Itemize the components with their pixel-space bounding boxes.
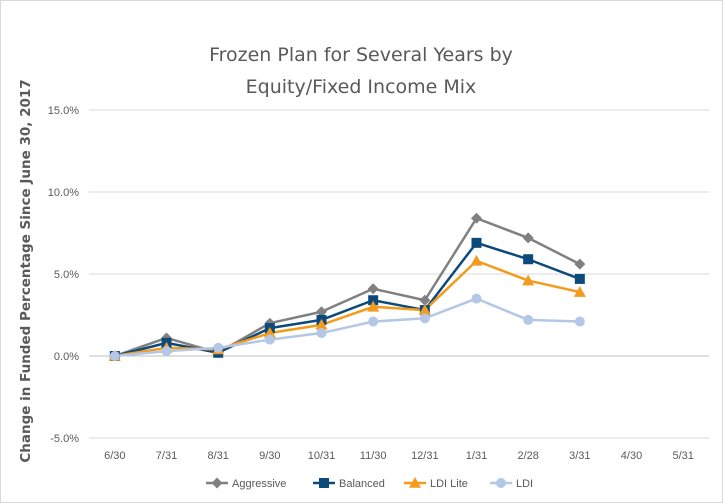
data-point-aggressive	[419, 294, 431, 306]
series-line-ldi-lite	[114, 259, 581, 358]
legend-label-ldi: LDI	[516, 478, 533, 490]
x-tick-label: 2/28	[517, 450, 538, 462]
data-point-ldi	[523, 314, 534, 325]
legend-label-aggressive: Aggressive	[232, 478, 286, 490]
legend-marker-aggressive	[211, 477, 223, 489]
data-point-ldi	[419, 313, 430, 324]
legend-label-ldi-lite: LDI Lite	[430, 478, 468, 490]
x-tick-label: 4/30	[621, 450, 642, 462]
data-point-ldi-lite	[522, 274, 535, 286]
y-tick-label: 10.0%	[48, 187, 79, 199]
data-point-aggressive	[522, 232, 534, 244]
y-tick-label: 5.0%	[54, 269, 79, 281]
data-point-balanced	[523, 254, 534, 265]
chart-title: Frozen Plan for Several Years by Equity/…	[91, 39, 631, 103]
data-point-ldi	[574, 316, 585, 327]
data-point-aggressive	[471, 212, 482, 224]
data-point-aggressive	[367, 283, 379, 295]
data-point-ldi	[109, 351, 120, 361]
legend-marker-balanced	[319, 478, 329, 488]
x-tick-label: 1/31	[466, 450, 487, 462]
data-point-balanced	[471, 237, 482, 248]
data-point-aggressive	[574, 258, 586, 270]
legend-marker-ldi-lite	[409, 477, 421, 488]
x-tick-label: 5/31	[672, 450, 693, 462]
legend-label-balanced: Balanced	[339, 478, 385, 490]
data-point-ldi	[368, 316, 379, 327]
data-point-ldi-lite	[573, 286, 586, 297]
data-point-ldi	[316, 328, 327, 339]
x-tick-label: 3/31	[569, 450, 590, 462]
y-tick-label: -5.0%	[50, 433, 79, 445]
data-point-balanced	[368, 295, 379, 306]
data-point-aggressive	[316, 306, 327, 318]
x-tick-label: 12/31	[411, 450, 439, 462]
data-point-ldi	[471, 293, 482, 304]
x-tick-label: 11/30	[360, 450, 387, 462]
y-axis-label: Change in Funded Percentage Since June 3…	[18, 79, 34, 462]
x-tick-label: 7/31	[156, 450, 177, 462]
data-point-ldi	[213, 342, 224, 353]
x-tick-label: 8/31	[207, 450, 228, 462]
data-point-ldi-lite	[470, 254, 483, 266]
data-point-ldi-lite	[263, 327, 276, 338]
y-tick-label: 0.0%	[54, 351, 79, 363]
x-tick-label: 6/30	[104, 450, 125, 462]
legend-marker-ldi	[496, 478, 506, 488]
data-point-balanced	[574, 273, 585, 284]
series-line-aggressive	[114, 216, 581, 358]
data-point-ldi	[264, 334, 275, 345]
data-point-ldi-lite	[418, 304, 431, 315]
x-tick-label: 9/30	[259, 450, 280, 462]
chart-title-line-2: Equity/Fixed Income Mix	[245, 76, 477, 98]
series-line-ldi	[114, 297, 580, 358]
x-tick-label: 10/31	[308, 450, 336, 462]
data-point-ldi-lite	[367, 300, 380, 312]
chart-title-line-1: Frozen Plan for Several Years by	[209, 44, 513, 66]
data-point-ldi-lite	[315, 318, 328, 330]
y-tick-label: 15.0%	[48, 105, 79, 117]
data-point-ldi	[161, 346, 172, 357]
